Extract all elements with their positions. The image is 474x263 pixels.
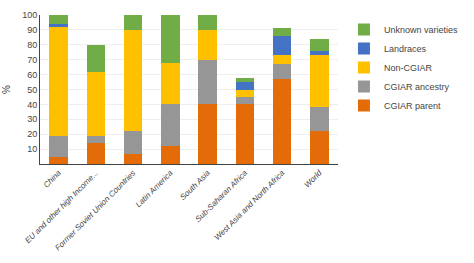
- svg-text:CGIAR ancestry: CGIAR ancestry: [384, 82, 450, 92]
- svg-text:CGIAR parent: CGIAR parent: [384, 101, 441, 111]
- svg-text:Latin America: Latin America: [134, 168, 175, 209]
- svg-text:%: %: [1, 85, 12, 94]
- svg-text:Former Soviet Union Countries: Former Soviet Union Countries: [53, 168, 137, 252]
- svg-text:Non-CGIAR: Non-CGIAR: [384, 63, 433, 73]
- svg-text:20: 20: [27, 129, 37, 139]
- svg-text:10: 10: [27, 144, 37, 154]
- svg-text:30: 30: [27, 114, 37, 124]
- svg-text:West Asia and North Africa: West Asia and North Africa: [213, 168, 287, 242]
- svg-text:World: World: [302, 168, 324, 190]
- svg-text:Sub-Saharan Africa: Sub-Saharan Africa: [194, 168, 250, 224]
- svg-text:Landraces: Landraces: [384, 44, 427, 54]
- svg-text:South Asia: South Asia: [178, 168, 212, 202]
- svg-text:90: 90: [27, 25, 37, 35]
- svg-text:Unknown varieties: Unknown varieties: [384, 25, 458, 35]
- svg-text:70: 70: [27, 55, 37, 65]
- svg-text:100: 100: [22, 10, 37, 20]
- svg-text:80: 80: [27, 40, 37, 50]
- svg-text:EU and other high Income...: EU and other high Income...: [23, 168, 100, 245]
- svg-text:60: 60: [27, 70, 37, 80]
- svg-text:50: 50: [27, 85, 37, 95]
- svg-text:40: 40: [27, 100, 37, 110]
- svg-text:China: China: [42, 168, 64, 190]
